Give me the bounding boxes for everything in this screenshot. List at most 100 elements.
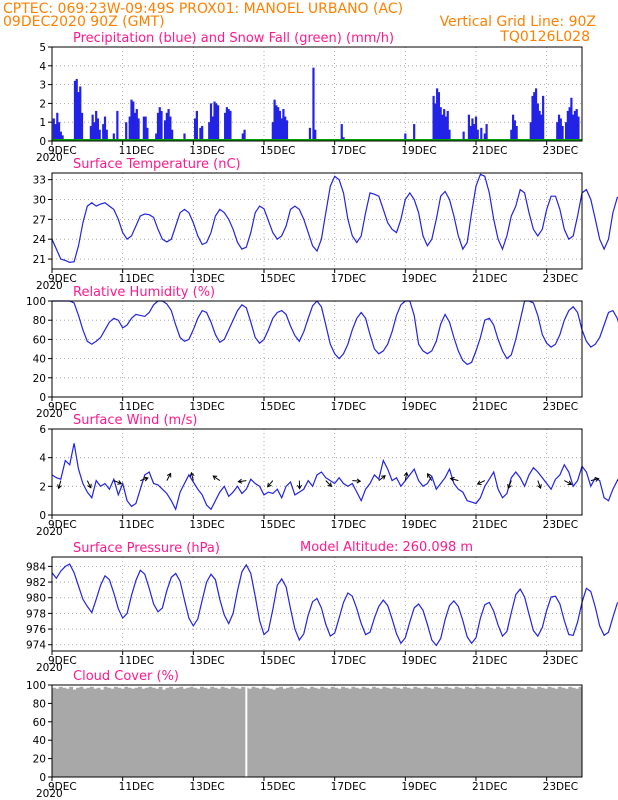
header-line2-left: 09DEC2020 90Z (GMT) <box>3 14 165 30</box>
precip-bar <box>227 109 230 141</box>
cloud-bar <box>206 688 211 777</box>
cloud-bar <box>93 688 98 777</box>
cloud-bar <box>551 687 555 777</box>
cloud-bar <box>299 686 304 777</box>
wind-arrow-head <box>87 483 92 489</box>
precip-bar <box>436 88 439 141</box>
wind-arrow <box>58 480 62 489</box>
precip-bar <box>105 129 108 141</box>
cloud-bar <box>52 687 56 777</box>
header-line2-right: Vertical Grid Line: 90Z <box>440 14 596 30</box>
cloud-bar <box>372 686 376 777</box>
temperature-xtick-label: 11DEC <box>119 273 154 285</box>
precipitation-ytick-label: 1 <box>39 117 46 129</box>
wind-arrow-head <box>117 480 123 485</box>
cloud-bar <box>475 686 480 777</box>
wind-arrow-head <box>476 480 482 485</box>
cloud-bar <box>272 689 277 777</box>
precipitation-xtick-label: 21DEC <box>472 145 507 157</box>
precipitation-xtick-label: 13DEC <box>189 145 224 157</box>
wind-xtick-label: 11DEC <box>119 519 154 531</box>
precip-bar <box>165 112 168 141</box>
pressure-ytick-label: 980 <box>26 593 46 605</box>
precip-bar <box>61 135 64 141</box>
cloud-bar <box>82 688 87 777</box>
temperature-xtick-label: 13DEC <box>189 273 224 285</box>
humidity-ytick-label: 20 <box>33 373 46 385</box>
precip-bar <box>102 124 105 141</box>
wind-arrow-head <box>212 475 218 481</box>
cloud-bar <box>199 686 204 777</box>
cloud-cover-ytick-label: 20 <box>33 754 46 766</box>
precip-bar <box>75 78 78 141</box>
cloud-bar <box>317 688 321 777</box>
pressure-xtick-label: 15DEC <box>260 655 295 667</box>
cloud-bar <box>389 688 394 777</box>
humidity-xtick-label: 19DEC <box>401 401 436 413</box>
cloud-bar <box>172 688 177 777</box>
humidity-ytick-label: 100 <box>26 296 46 308</box>
cloud-bar <box>506 686 511 777</box>
precip-bar <box>469 125 472 141</box>
cloud-cover-title: Cloud Cover (%) <box>73 669 179 684</box>
cloud-bar <box>385 687 390 777</box>
cloud-bar <box>358 688 363 777</box>
precipitation-ytick-label: 5 <box>39 42 46 54</box>
precip-bar <box>404 133 407 141</box>
precip-bar <box>284 116 287 141</box>
cloud-bar <box>533 688 538 777</box>
precip-bar <box>163 120 167 141</box>
precip-bar <box>128 116 131 141</box>
cloud-bar <box>458 687 462 777</box>
cloud-bar <box>516 686 521 777</box>
precipitation-xtick-label: 11DEC <box>119 145 154 157</box>
cloud-bar <box>261 686 266 777</box>
cloud-bar <box>268 688 273 777</box>
precip-bar <box>167 109 170 141</box>
cloud-cover-xtick-label: 19DEC <box>401 781 436 793</box>
cloud-bar <box>138 686 142 777</box>
cloud-bar <box>162 689 166 777</box>
wind-frame <box>51 428 583 516</box>
precip-bar <box>271 122 274 141</box>
wind-xtick-label: 15DEC <box>260 519 295 531</box>
precip-bar <box>73 80 77 141</box>
cloud-bar <box>468 687 473 777</box>
precip-bar <box>195 110 198 141</box>
cloud-bar <box>196 688 201 777</box>
cloud-bar <box>423 686 428 777</box>
wind-arrow-head <box>356 478 362 484</box>
cloud-bar <box>564 688 569 777</box>
cloud-bar <box>368 688 373 777</box>
precip-bar <box>413 124 416 141</box>
precip-bar <box>275 105 278 141</box>
humidity-ytick-label: 60 <box>33 334 46 346</box>
pressure-title: Surface Pressure (hPa) <box>73 541 220 556</box>
cloud-bar <box>375 687 380 777</box>
cloud-bar <box>327 688 332 777</box>
cloud-bar <box>55 688 60 777</box>
temperature-ytick-label: 30 <box>33 194 46 206</box>
humidity-xtick-label: 15DEC <box>260 401 295 413</box>
cloud-bar <box>62 687 67 777</box>
cloud-bar <box>237 688 242 777</box>
cloud-bar <box>310 686 314 777</box>
wind-arrow-head <box>327 482 333 488</box>
precip-bar <box>229 110 232 141</box>
precipitation-ytick-label: 4 <box>39 61 46 73</box>
cloud-bar <box>117 687 122 777</box>
cloud-bar <box>554 688 559 777</box>
precip-bar <box>573 110 577 141</box>
precipitation-xtick-label: 17DEC <box>331 145 366 157</box>
cloud-bar <box>203 687 208 777</box>
precip-bar <box>480 127 483 141</box>
precip-bar <box>208 122 211 141</box>
cloud-bar <box>69 686 74 777</box>
wind-xtick-label: 17DEC <box>331 519 366 531</box>
wind-arrow <box>537 480 542 489</box>
wind-arrow <box>267 480 274 488</box>
precip-bar <box>98 129 101 141</box>
cloud-bar <box>303 687 308 777</box>
precip-bar <box>434 103 437 141</box>
wind-arrow-head <box>537 484 542 490</box>
